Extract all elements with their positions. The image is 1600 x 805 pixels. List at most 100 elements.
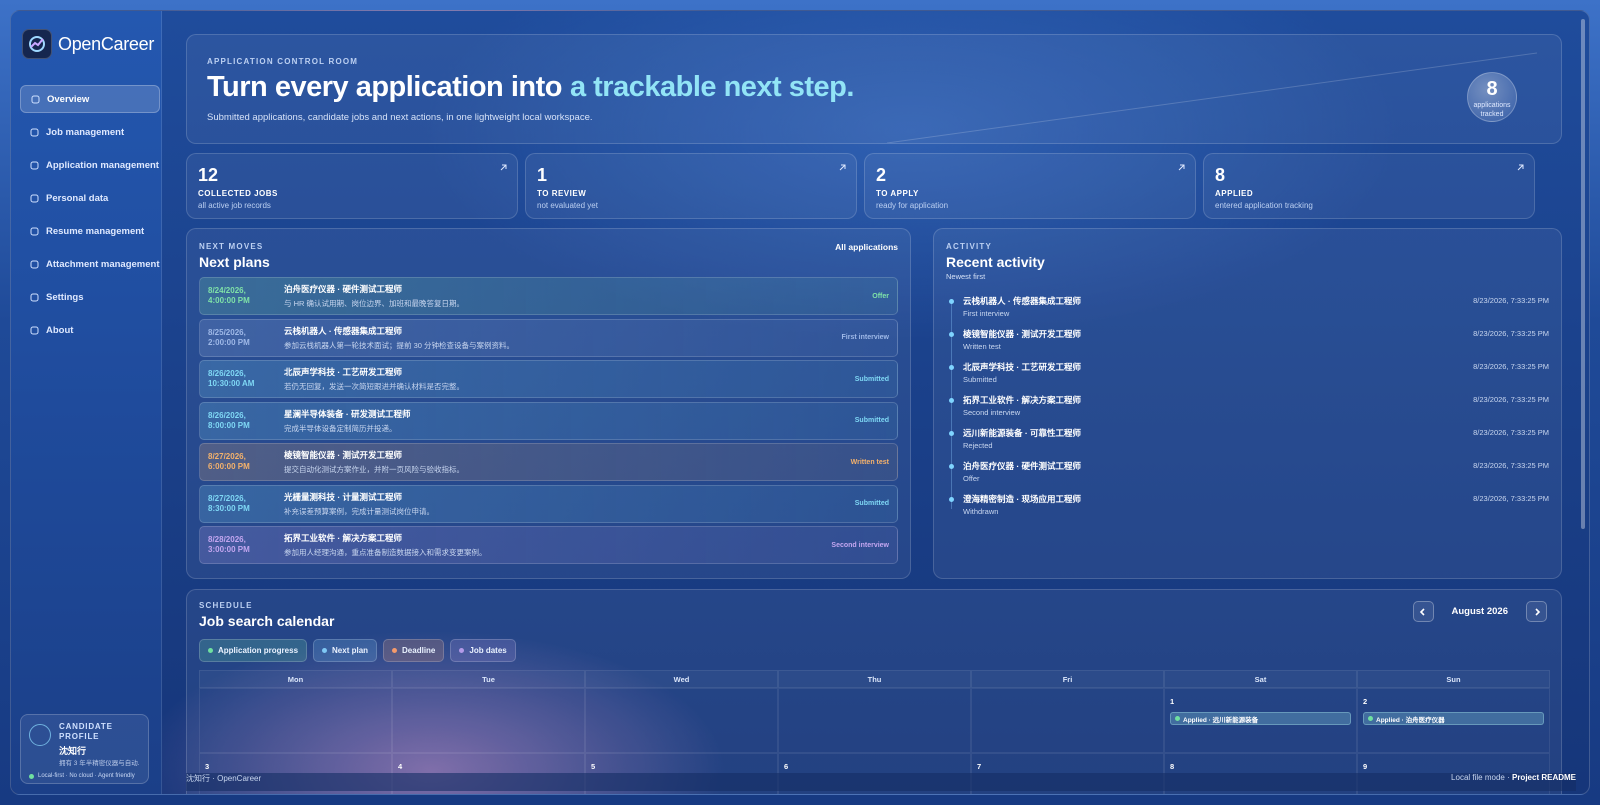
nav-label: Attachment management (46, 258, 160, 270)
activity-title: 北辰声学科技 · 工艺研发工程师 (963, 362, 1082, 372)
nav-label: Resume management (46, 225, 145, 237)
readme-link[interactable]: Project README (1511, 773, 1576, 782)
stat-card[interactable]: 1 TO REVIEW not evaluated yet (525, 153, 857, 219)
profile-heading: CANDIDATE PROFILE (59, 722, 113, 741)
activity-time: 8/23/2026, 7:33:25 PM (1473, 494, 1549, 503)
plan-when: 8/27/2026, 8:30:00 PM (208, 493, 250, 513)
stat-card[interactable]: 12 COLLECTED JOBS all active job records (186, 153, 518, 219)
brand[interactable]: OpenCareer (22, 29, 154, 59)
plan-detail: 参加云栈机器人第一轮技术面试；提前 30 分钟检查设备与案例资料。 (284, 340, 515, 350)
timeline-dot (949, 299, 954, 304)
legend-dot (208, 648, 213, 653)
activity-list: 云栈机器人 · 传感器集成工程师 First interview 8/23/2026… (946, 295, 1549, 526)
nav-item[interactable]: Application management (20, 151, 160, 179)
day-number: 8 (1170, 762, 1175, 771)
stat-note: entered application tracking (1215, 201, 1313, 210)
plan-item[interactable]: 8/27/2026, 6:00:00 PM 棱镜智能仪器 · 测试开发工程师 提交自… (199, 443, 898, 481)
activity-status: Submitted (963, 375, 997, 384)
plan-title: 星澜半导体装备 · 研发测试工程师 (284, 408, 411, 419)
plan-title: 棱镜智能仪器 · 测试开发工程师 (284, 450, 403, 460)
hero-eyebrow: APPLICATION CONTROL ROOM (207, 57, 359, 66)
nav-item[interactable]: Job management (20, 118, 160, 146)
app-frame: OpenCareer Overview Job management Applica… (10, 10, 1590, 795)
prev-month[interactable] (1412, 601, 1434, 622)
legend-label: Deadline (402, 646, 436, 655)
open-arrow (500, 164, 507, 171)
plan-item[interactable]: 8/24/2026, 4:00:00 PM 泊舟医疗仪器 · 硬件测试工程师与 H… (199, 277, 898, 315)
nav-label: Application management (46, 159, 159, 171)
plan-detail: 与 HR 确认试用期、岗位边界、加班和最晚答复日期。 (284, 299, 464, 308)
day-number: 2 (1363, 697, 1368, 706)
profile-summary: 拥有 3 年半精密仪器与自动... (59, 760, 140, 767)
activity-item: 泊舟医疗仪器 · 硬件测试工程师 Offer 8/23/2026, 7:33:25 … (946, 460, 1549, 493)
nav-item[interactable]: About (20, 316, 160, 344)
plan-status: Submitted (854, 417, 889, 424)
day-cell (392, 688, 585, 753)
calendar-grid: Mon Tue Wed Thu Fri Sat Sun 1 Applied · 远川新能源装备 2… (199, 670, 1550, 794)
legend-dot (322, 648, 328, 653)
calendar-event[interactable]: Applied · 远川新能源装备 (1170, 712, 1351, 725)
event-dot (1175, 716, 1180, 721)
plans-eyebrow: NEXT MOVES (199, 242, 264, 251)
stat-label: COLLECTED JOBS (198, 189, 278, 198)
hero-subtitle: Submitted applications, candidate jobs a… (207, 112, 593, 123)
plan-title: 泊舟医疗仪器 · 硬件测试工程师 (284, 284, 403, 294)
activity-status: First interview (963, 309, 1010, 318)
timeline-line (951, 299, 952, 509)
plan-when: 8/26/2026, 10:30:00 AM (208, 369, 255, 388)
event-dot (1368, 716, 1373, 721)
weekday: Wed (585, 670, 778, 688)
next-month[interactable] (1526, 601, 1547, 622)
nav-item[interactable]: Overview (20, 85, 160, 113)
calendar-legend: Application progress Next plan Deadline Job… (199, 639, 1549, 662)
month-switcher: August 2026 (1412, 601, 1547, 622)
weekday: Tue (392, 670, 585, 688)
stat-card[interactable]: 2 TO APPLY ready for application (864, 153, 1196, 219)
legend-chip[interactable]: Application progress (199, 639, 308, 662)
nav-label: Personal data (46, 192, 109, 204)
legend-chip[interactable]: Job dates (450, 639, 516, 662)
legend-chip[interactable]: Deadline (383, 639, 445, 662)
plans-title: Next plans (199, 254, 270, 270)
plan-when: 8/26/2026, 8:00:00 PM (208, 410, 250, 430)
plan-item[interactable]: 8/26/2026, 10:30:00 AM 北辰声学科技 · 工艺研发工程师 若仍… (199, 360, 898, 398)
plan-item[interactable]: 8/28/2026, 3:00:00 PM 拓界工业软件 · 解决方案工程师 参加用… (199, 526, 898, 564)
activity-title: 澄海精密制造 · 现场应用工程师 (963, 494, 1082, 504)
stat-label: TO APPLY (876, 189, 919, 198)
footer: 沈知行 · OpenCareer Local file mode · Proje… (186, 773, 1576, 791)
stat-card[interactable]: 8 APPLIED entered application tracking (1203, 153, 1535, 219)
plan-detail: 补充误差预算案例，完成计量测试岗位申请。 (284, 506, 434, 516)
tracked-badge: 8 applications tracked (1467, 72, 1517, 122)
calendar-event[interactable]: Applied · 泊舟医疗仪器 (1363, 712, 1544, 725)
brand-name: OpenCareer (58, 33, 155, 54)
stat-label: APPLIED (1215, 189, 1254, 198)
sidebar: OpenCareer Overview Job management Applica… (11, 11, 162, 794)
activity-time: 8/23/2026, 7:33:25 PM (1473, 362, 1549, 371)
nav-item[interactable]: Personal data (20, 184, 160, 212)
plan-title: 云栈机器人 · 传感器集成工程师 (284, 325, 403, 336)
plan-item[interactable]: 8/27/2026, 8:30:00 PM 光栅量测科技 · 计量测试工程师 补充误… (199, 484, 898, 523)
open-arrow (1178, 164, 1185, 171)
day-number: 7 (977, 762, 982, 771)
timeline-dot (949, 497, 954, 502)
activity-title: 远川新能源装备 · 可靠性工程师 (963, 428, 1082, 438)
all-applications-link[interactable]: All applications (835, 242, 898, 252)
activity-time: 8/23/2026, 7:33:25 PM (1473, 428, 1549, 437)
plan-when: 8/24/2026, 4:00:00 PM (208, 286, 250, 305)
icon (30, 260, 39, 268)
plan-status: Second interview (831, 541, 889, 549)
candidate-profile[interactable]: CANDIDATE PROFILE 沈知行 拥有 3 年半精密仪器与自动... … (20, 714, 149, 784)
nav-item[interactable]: Settings (20, 283, 160, 311)
activity-status: Withdrawn (963, 507, 999, 516)
nav-item[interactable]: Attachment management (20, 250, 160, 278)
plan-item[interactable]: 8/26/2026, 8:00:00 PM 星澜半导体装备 · 研发测试工程师 完成… (199, 401, 898, 440)
plan-item[interactable]: 8/25/2026, 2:00:00 PM 云栈机器人 · 传感器集成工程师 参加云… (199, 318, 898, 357)
legend-chip[interactable]: Next plan (313, 639, 378, 662)
hero-title-highlight: a trackable next step. (569, 71, 854, 103)
plan-detail: 完成半导体设备定制简历并投递。 (284, 423, 397, 433)
stat-value: 12 (198, 165, 219, 185)
nav-item[interactable]: Resume management (20, 217, 160, 245)
timeline-dot (949, 464, 954, 469)
